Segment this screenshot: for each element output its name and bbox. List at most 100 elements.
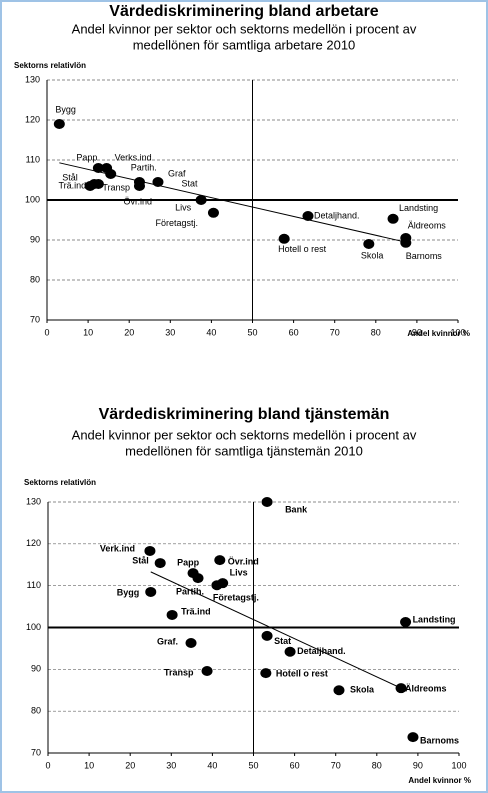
y-axis-label: Sektorns relativlön — [14, 61, 86, 70]
y-tick-label: 70 — [30, 314, 40, 324]
point-label: Barnoms — [420, 735, 459, 745]
chart-subtitle: medellönen för samtliga tjänstemän 2010 — [125, 443, 363, 458]
x-tick-label: 90 — [413, 760, 423, 770]
y-tick-label: 100 — [25, 194, 40, 204]
chart-subtitle: medellönen för samtliga arbetare 2010 — [133, 37, 356, 52]
x-tick-label: 50 — [248, 760, 258, 770]
x-axis-label: Andel kvinnor % — [408, 776, 471, 785]
point — [407, 732, 419, 743]
y-tick-label: 90 — [31, 664, 41, 674]
point — [211, 580, 223, 591]
y-tick-label: 120 — [25, 114, 40, 124]
point-label: Detaljhand. — [297, 646, 346, 656]
x-tick-label: 60 — [290, 760, 300, 770]
x-tick-label: 90 — [412, 327, 422, 337]
point-label: Stat — [181, 178, 198, 188]
point-label: Bank — [285, 504, 308, 514]
point — [195, 195, 207, 205]
chart-subtitle: Andel kvinnor per sektor och sektorns me… — [72, 21, 417, 36]
point-label: Stat — [274, 636, 291, 646]
point-label: Papp — [76, 152, 97, 162]
point — [92, 163, 104, 173]
point — [145, 586, 157, 597]
x-tick-label: 0 — [44, 327, 49, 337]
y-tick-label: 130 — [25, 74, 40, 84]
point — [192, 573, 204, 584]
y-axis-label: Sektorns relativlön — [24, 478, 96, 487]
point-label: Skola — [361, 250, 384, 260]
point-label: Stål — [62, 172, 78, 182]
point-label: Landsting — [399, 203, 438, 213]
x-tick-label: 70 — [330, 327, 340, 337]
point-label: Livs — [230, 568, 248, 578]
x-tick-label: 80 — [372, 760, 382, 770]
x-tick-label: 0 — [45, 760, 50, 770]
y-tick-label: 80 — [31, 706, 41, 716]
point-label: Trä.ind — [181, 606, 211, 616]
x-axis-label: Andel kvinnor % — [407, 329, 470, 338]
y-tick-label: 110 — [26, 154, 40, 164]
point-label: Partih. — [176, 587, 204, 597]
x-tick-label: 70 — [331, 760, 341, 770]
point — [302, 211, 314, 221]
point — [201, 666, 213, 677]
point — [387, 213, 399, 224]
trendline — [150, 571, 406, 691]
y-tick-label: 120 — [26, 538, 41, 548]
x-tick-label: 100 — [451, 760, 466, 770]
point-label: Graf — [168, 168, 186, 178]
point — [333, 685, 345, 696]
point — [133, 181, 145, 191]
point — [284, 646, 296, 657]
x-tick-label: 100 — [450, 327, 465, 337]
point — [154, 558, 166, 569]
point-label: Företagstj. — [155, 218, 198, 228]
point-label: Skola — [350, 685, 375, 695]
point — [363, 239, 375, 249]
x-tick-label: 60 — [289, 327, 299, 337]
y-tick-label: 90 — [30, 234, 40, 244]
y-tick-label: 130 — [26, 496, 41, 506]
x-tick-label: 30 — [166, 760, 176, 770]
point — [185, 637, 197, 648]
x-tick-label: 30 — [165, 327, 175, 337]
point — [166, 609, 178, 620]
point-label: Papp — [177, 557, 200, 567]
point — [105, 169, 117, 179]
y-tick-label: 70 — [31, 747, 41, 757]
point-label: Verk.ind — [100, 543, 135, 553]
point — [92, 179, 104, 189]
point-label: Partih. — [131, 162, 157, 172]
point — [395, 683, 407, 694]
y-tick-label: 80 — [30, 274, 40, 284]
point — [260, 668, 272, 679]
x-tick-label: 20 — [124, 327, 134, 337]
point — [207, 207, 219, 218]
point — [152, 177, 164, 187]
point — [400, 237, 412, 248]
x-tick-label: 50 — [247, 327, 257, 337]
point-label: Företagstj. — [213, 593, 259, 603]
point-label: Äldreoms — [408, 220, 447, 230]
x-tick-label: 40 — [207, 760, 217, 770]
point-label: Trä.ind — [58, 180, 86, 190]
point-label: Detaljhand. — [314, 210, 360, 220]
point — [261, 497, 273, 507]
x-tick-label: 20 — [125, 760, 135, 770]
point — [53, 119, 65, 129]
point-label: Bygg — [55, 104, 76, 114]
point-label: Övr.ind — [123, 196, 152, 206]
x-tick-label: 80 — [371, 327, 381, 337]
chart-title: Värdediskriminering bland arbetare — [109, 3, 379, 20]
x-tick-label: 10 — [83, 327, 93, 337]
point-label: Transp — [164, 667, 194, 677]
point-label: Stål — [132, 555, 149, 565]
point-label: Transp — [102, 182, 130, 192]
point-label: Övr.ind — [228, 557, 259, 567]
y-tick-label: 100 — [26, 622, 41, 632]
chart-title: Värdediskriminering bland tjänstemän — [99, 406, 390, 423]
point-label: Barnoms — [406, 251, 443, 261]
point-label: Äldreoms — [405, 684, 447, 694]
